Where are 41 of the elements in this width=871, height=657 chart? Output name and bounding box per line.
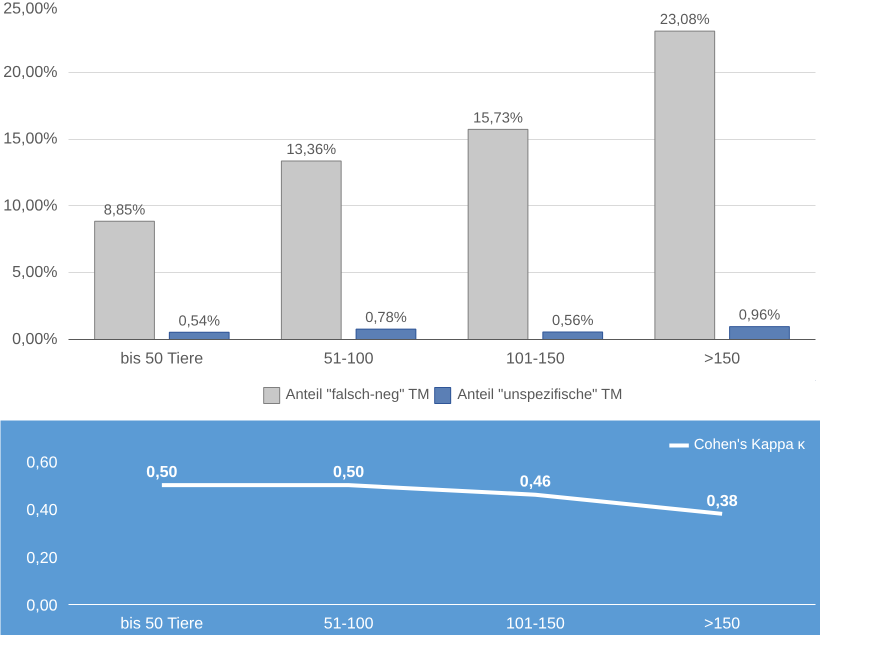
y-tick-label: 0,60 bbox=[26, 454, 58, 472]
data-label: 0,96% bbox=[738, 308, 780, 324]
data-label: 0,54% bbox=[178, 313, 220, 330]
bar bbox=[94, 220, 155, 340]
x-tick-label: 51-100 bbox=[324, 350, 374, 368]
y-tick-label: 0,40 bbox=[26, 502, 58, 520]
bar bbox=[168, 332, 230, 340]
data-label: 15,73% bbox=[473, 110, 523, 126]
x-tick-label: >150 bbox=[704, 350, 740, 368]
y-tick-label: 5,00% bbox=[12, 264, 58, 282]
bar bbox=[654, 30, 716, 340]
y-tick-label: 0,20 bbox=[26, 550, 58, 567]
data-label: 0,50 bbox=[333, 464, 364, 482]
data-label: 0,56% bbox=[552, 313, 594, 330]
x-tick-label: >150 bbox=[704, 616, 740, 632]
legend-label: Anteil "unspezifische" TM bbox=[457, 387, 622, 403]
x-tick-label: 101-150 bbox=[506, 350, 565, 368]
data-label: 0,46 bbox=[520, 474, 552, 491]
x-tick-label: bis 50 Tiere bbox=[120, 616, 204, 632]
x-tick-label: bis 50 Tiere bbox=[120, 350, 204, 368]
bar bbox=[356, 328, 416, 340]
y-tick-label: 0,00% bbox=[12, 331, 58, 348]
bar bbox=[468, 128, 528, 340]
x-tick-label: 101-150 bbox=[506, 616, 565, 632]
data-label: 13,36% bbox=[286, 142, 336, 158]
data-label: 23,08% bbox=[660, 12, 710, 28]
legend-label: Anteil "falsch-neg" TM bbox=[286, 387, 430, 403]
bar bbox=[280, 160, 342, 340]
legend-label: Cohen's Kappa κ bbox=[694, 437, 805, 453]
bar bbox=[542, 332, 604, 340]
data-label: 0,50 bbox=[146, 464, 178, 482]
y-tick-label: 20,00% bbox=[3, 64, 58, 81]
x-tick-label: 51-100 bbox=[324, 616, 374, 632]
y-tick-label: 10,00% bbox=[3, 197, 58, 214]
y-tick-label: 0,00 bbox=[26, 598, 58, 614]
data-label: 8,85% bbox=[104, 202, 146, 218]
y-tick-label: 15,00% bbox=[3, 130, 58, 148]
bar bbox=[729, 326, 790, 340]
y-tick-label: 25,00% bbox=[3, 0, 58, 18]
data-label: 0,38 bbox=[706, 492, 738, 510]
data-label: 0,78% bbox=[365, 310, 407, 326]
